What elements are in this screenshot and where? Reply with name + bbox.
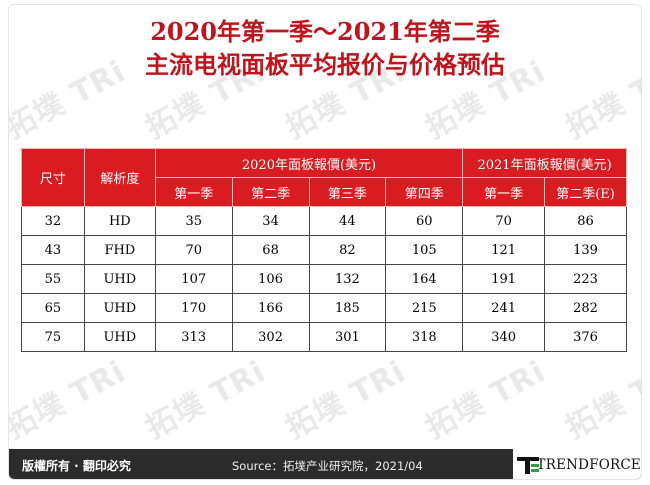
- cell-price: 185: [308, 293, 387, 323]
- copyright-text: 版權所有 · 翻印必究: [22, 459, 131, 473]
- cell-price: 164: [385, 264, 464, 294]
- cell-price: 82: [308, 235, 387, 265]
- cell-price: 107: [154, 264, 233, 294]
- table-row: 32 HD 35 34 44 60 70 86: [21, 206, 627, 236]
- cell-price: 70: [462, 206, 546, 236]
- cell-size: 75: [21, 322, 85, 352]
- cell-price: 86: [544, 206, 627, 236]
- cell-price: 44: [308, 206, 387, 236]
- cell-size: 43: [21, 235, 85, 265]
- header-2020-q3: 第三季: [308, 177, 387, 207]
- header-2021-q1: 第一季: [462, 177, 546, 207]
- cell-price: 223: [544, 264, 627, 294]
- header-group-2021: 2021年面板報價(美元): [462, 148, 627, 178]
- cell-price: 105: [385, 235, 464, 265]
- cell-price: 376: [544, 322, 627, 352]
- brand-name: TRENDFORCE: [536, 457, 641, 473]
- table-row: 43 FHD 70 68 82 105 121 139: [21, 235, 627, 265]
- slide-title: 2020年第一季～2021年第二季 主流电视面板平均报价与价格预估: [9, 15, 641, 81]
- cell-resolution: UHD: [83, 293, 156, 323]
- cell-price: 318: [385, 322, 464, 352]
- price-table: 尺寸 解析度 2020年面板報價(美元) 2021年面板報價(美元) 第一季 第…: [21, 148, 627, 352]
- title-line-1: 2020年第一季～2021年第二季: [150, 17, 500, 46]
- header-row-2: 第一季 第二季 第三季 第四季 第一季 第二季(E): [22, 177, 627, 207]
- cell-price: 301: [308, 322, 387, 352]
- cell-resolution: UHD: [83, 322, 156, 352]
- cell-price: 60: [385, 206, 464, 236]
- table-row: 65 UHD 170 166 185 215 241 282: [21, 293, 627, 323]
- header-2020-q2: 第二季: [231, 177, 310, 207]
- source-text: Source：拓墣产业研究院，2021/04: [232, 459, 423, 473]
- cell-price: 121: [462, 235, 546, 265]
- cell-resolution: HD: [83, 206, 156, 236]
- header-size: 尺寸: [21, 148, 85, 207]
- cell-resolution: FHD: [83, 235, 156, 265]
- cell-price: 282: [544, 293, 627, 323]
- header-2021-q2e: 第二季(E): [544, 177, 627, 207]
- header-row-1: 尺寸 解析度 2020年面板報價(美元) 2021年面板報價(美元): [21, 148, 627, 207]
- table-row: 55 UHD 107 106 132 164 191 223: [21, 264, 627, 294]
- cell-price: 68: [231, 235, 310, 265]
- cell-price: 170: [154, 293, 233, 323]
- header-2020-q4: 第四季: [385, 177, 464, 207]
- cell-price: 340: [462, 322, 546, 352]
- title-line-2: 主流电视面板平均报价与价格预估: [145, 50, 505, 79]
- cell-price: 34: [231, 206, 310, 236]
- cell-price: 241: [462, 293, 546, 323]
- cell-price: 313: [154, 322, 233, 352]
- cell-resolution: UHD: [83, 264, 156, 294]
- table-row: 75 UHD 313 302 301 318 340 376: [21, 322, 627, 352]
- cell-price: 215: [385, 293, 464, 323]
- header-2020-q1: 第一季: [154, 177, 233, 207]
- footer-bar: 版權所有 · 翻印必究 Source：拓墣产业研究院，2021/04 TREND…: [9, 449, 641, 479]
- cell-price: 35: [154, 206, 233, 236]
- trendforce-logo-icon: [517, 455, 539, 475]
- cell-size: 32: [21, 206, 85, 236]
- slide: 拓墣 TRi 拓墣 TRi 拓墣 TRi 拓墣 TRi 拓墣 TRi 拓墣 TR…: [8, 4, 642, 480]
- header-group-2020: 2020年面板報價(美元): [154, 148, 464, 178]
- cell-price: 302: [231, 322, 310, 352]
- cell-price: 166: [231, 293, 310, 323]
- cell-size: 55: [21, 264, 85, 294]
- cell-price: 132: [308, 264, 387, 294]
- header-resolution: 解析度: [83, 148, 156, 207]
- cell-size: 65: [21, 293, 85, 323]
- cell-price: 139: [544, 235, 627, 265]
- cell-price: 106: [231, 264, 310, 294]
- cell-price: 191: [462, 264, 546, 294]
- cell-price: 70: [154, 235, 233, 265]
- trendforce-logo: TRENDFORCE: [513, 449, 641, 479]
